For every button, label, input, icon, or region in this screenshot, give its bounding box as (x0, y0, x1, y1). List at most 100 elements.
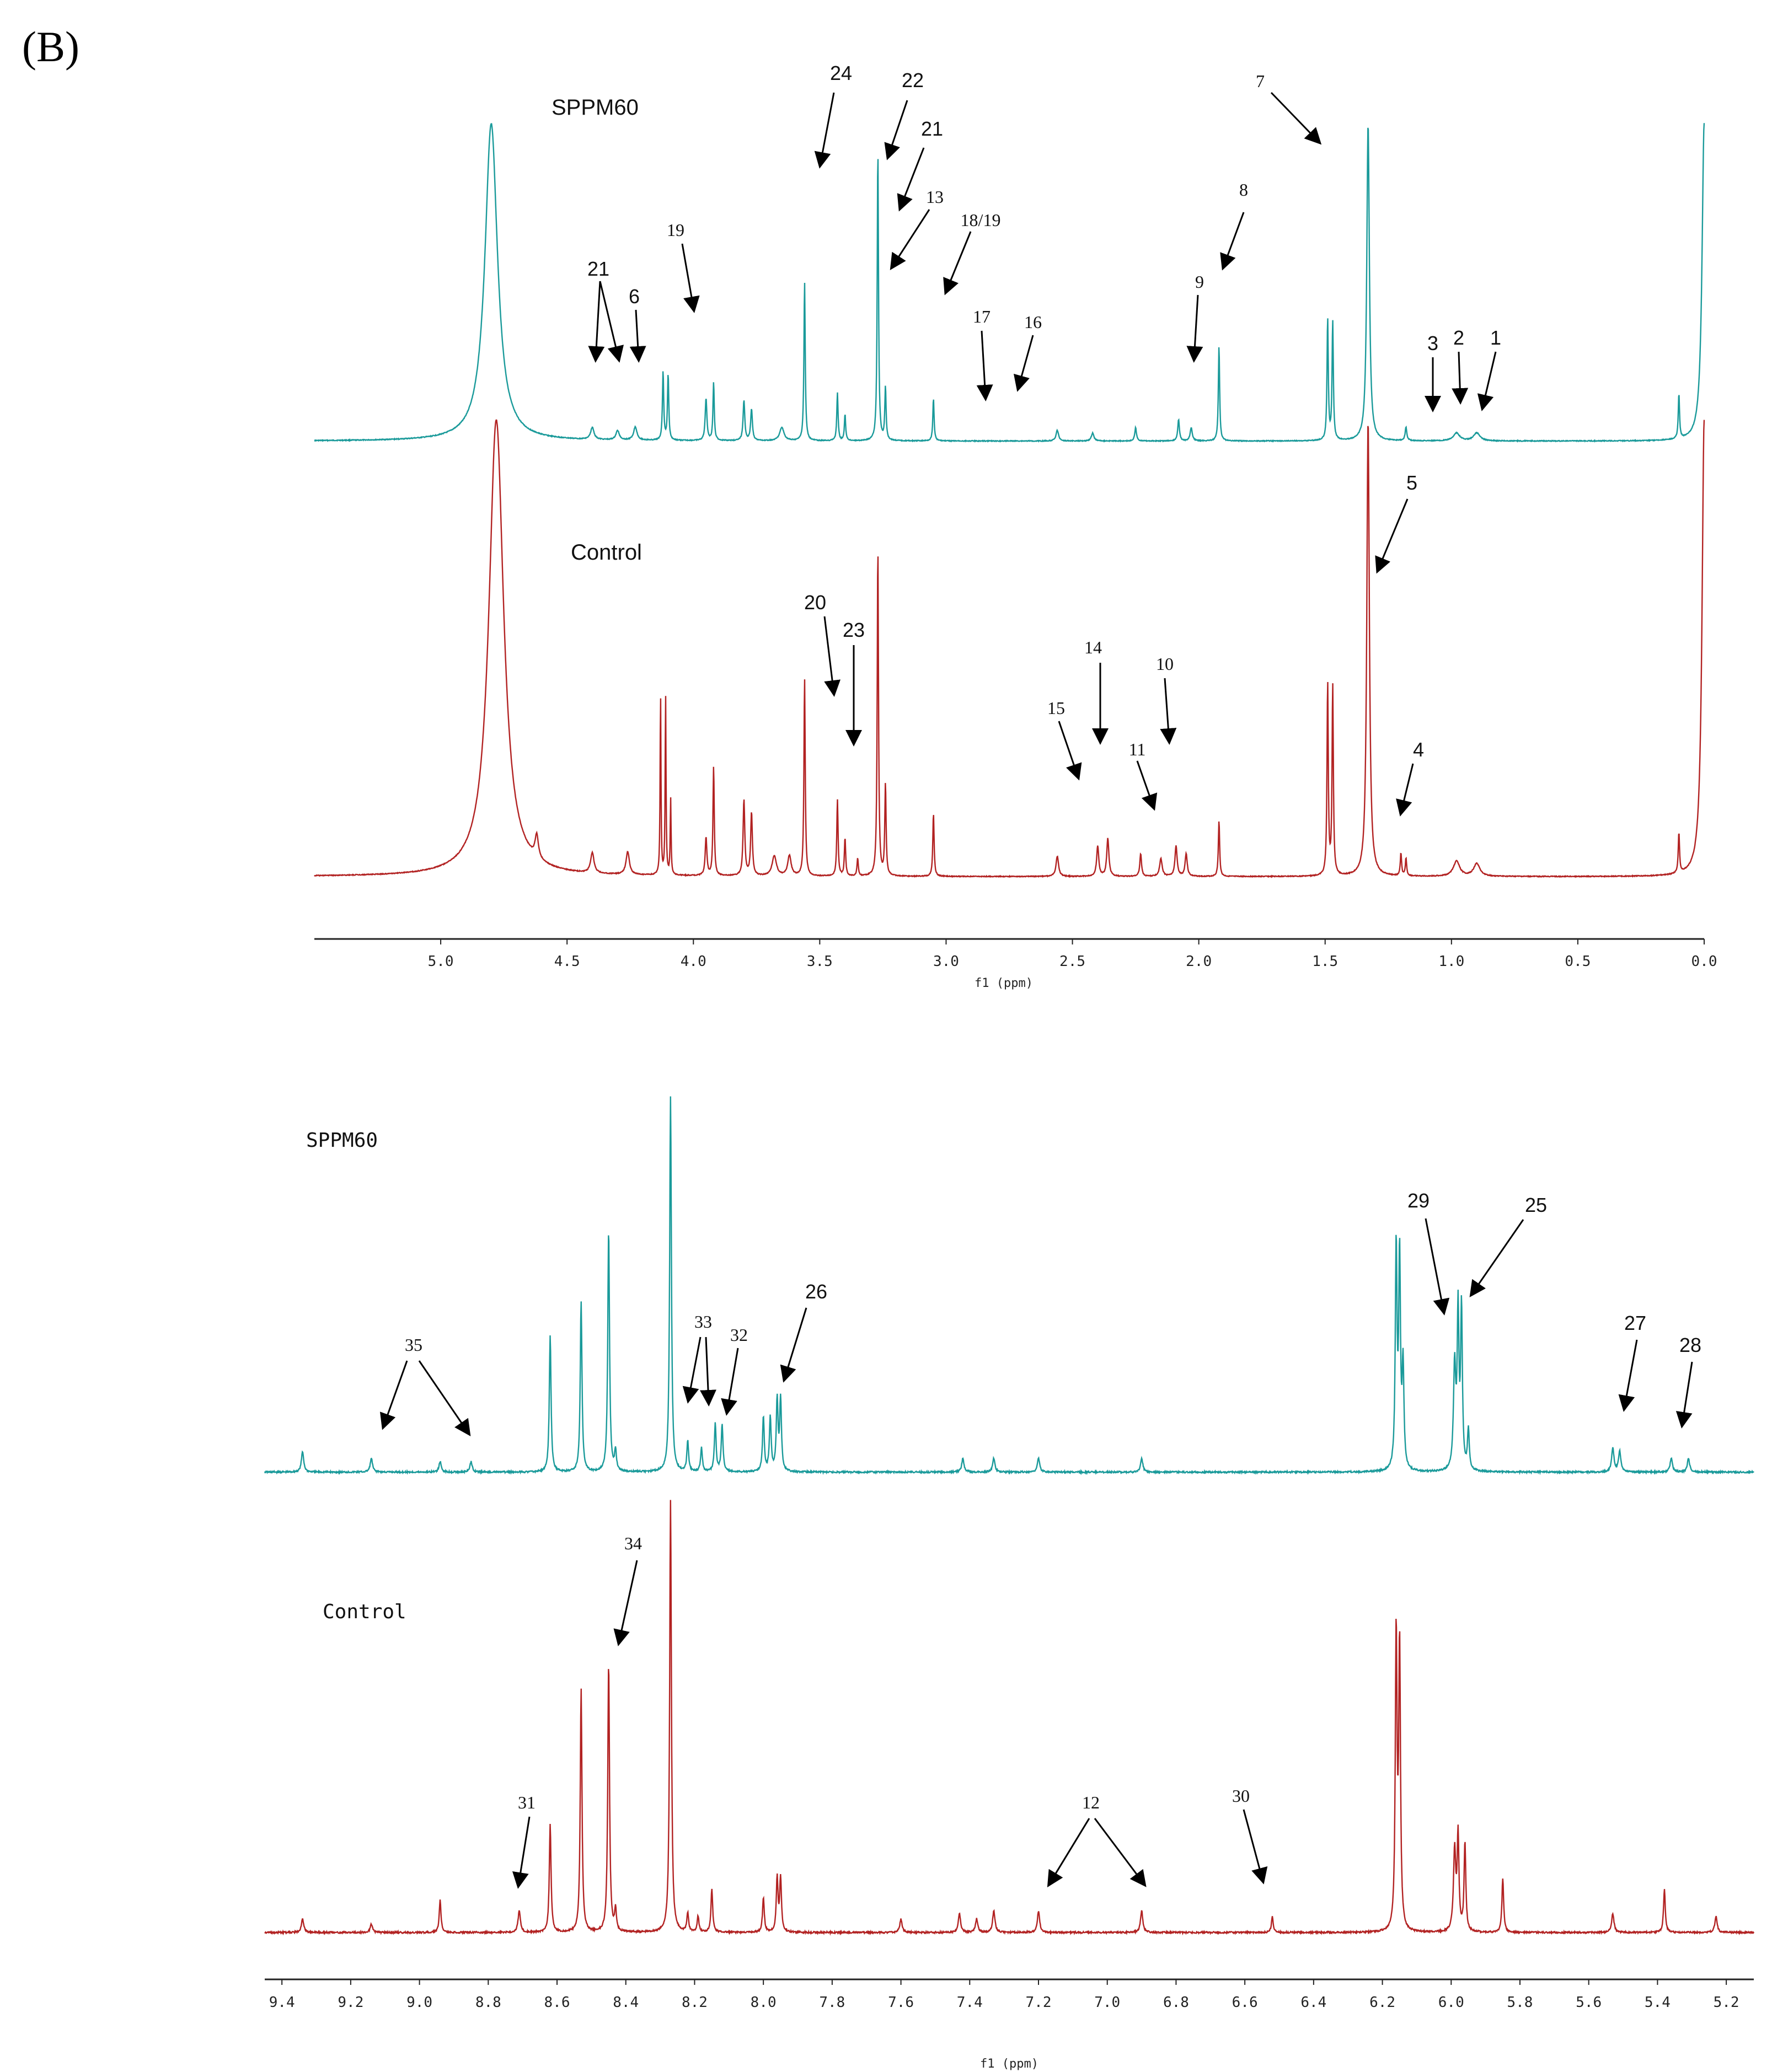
arrow-18-19 (943, 231, 972, 296)
top-x-ticks: 5.0 4.5 4.0 3.5 3.0 2.5 2.0 1.5 1.0 0.5 0.0 (428, 939, 1717, 970)
peak-label-21b: 21 (587, 257, 609, 280)
bottom-series-control (264, 1500, 1755, 1936)
top-series-control (314, 419, 1705, 878)
arrow-16 (1013, 335, 1034, 392)
bottom-tick-label: 6.8 (1163, 1994, 1189, 2011)
bottom-annotation-arrows (379, 1218, 1693, 1889)
peak-label-1: 1 (1490, 326, 1501, 349)
bottom-x-ticks: 9.4 9.2 9.0 8.8 8.6 8.4 8.2 8.0 7.8 7.6 7.4 7.2 7.0 6… (269, 1979, 1739, 2011)
arrow-21b-left (588, 281, 605, 363)
arrow-21b-right (599, 281, 624, 363)
top-tick-label: 1.0 (1438, 953, 1464, 970)
arrow-5 (1375, 498, 1409, 574)
peak-label-16: 16 (1024, 312, 1042, 332)
peak-label-15: 15 (1047, 698, 1065, 718)
arrow-19 (681, 243, 700, 313)
peak-label-18-19: 18/19 (961, 210, 1001, 230)
bottom-series-sppm60 (264, 1096, 1754, 1475)
top-tick-label: 2.0 (1186, 953, 1212, 970)
peak-label-27: 27 (1624, 1312, 1646, 1334)
bottom-tick-label: 7.0 (1094, 1994, 1120, 2011)
peak-label-2: 2 (1453, 326, 1464, 349)
arrow-13 (890, 209, 930, 271)
bottom-tick-label: 5.6 (1576, 1994, 1602, 2011)
peak-label-30: 30 (1232, 1786, 1250, 1806)
top-tick-label: 1.5 (1312, 953, 1338, 970)
peak-label-26: 26 (805, 1280, 827, 1303)
bottom-tick-label: 8.6 (544, 1994, 570, 2011)
peak-label-6: 6 (629, 285, 640, 308)
peak-label-12: 12 (1082, 1792, 1100, 1812)
arrow-32 (721, 1348, 739, 1416)
peak-label-32: 32 (730, 1325, 748, 1345)
peak-label-4: 4 (1413, 738, 1424, 761)
top-tick-label: 4.5 (554, 953, 580, 970)
bottom-tick-label: 5.4 (1645, 1994, 1671, 2011)
top-tick-label: 4.0 (681, 953, 706, 970)
bottom-tick-label: 9.2 (338, 1994, 363, 2011)
peak-label-14: 14 (1084, 637, 1102, 657)
chart-aliphatic-region: 5.0 4.5 4.0 3.5 3.0 2.5 2.0 1.5 1.0 0.5 0.0 f1 (pp… (314, 62, 1717, 990)
arrow-10 (1160, 678, 1177, 745)
peak-label-34: 34 (624, 1533, 642, 1553)
top-tick-label: 3.5 (807, 953, 833, 970)
arrow-4 (1396, 763, 1414, 817)
arrow-15 (1058, 721, 1082, 781)
peak-label-31: 31 (518, 1792, 536, 1812)
arrow-7 (1270, 92, 1322, 145)
bottom-tick-label: 8.4 (613, 1994, 639, 2011)
arrow-33-right (700, 1336, 716, 1407)
arrow-6 (629, 309, 646, 363)
arrow-2 (1452, 351, 1469, 405)
arrow-21a (897, 147, 925, 212)
peak-label-13: 13 (926, 187, 944, 207)
arrow-20 (823, 616, 841, 697)
peak-label-19: 19 (667, 220, 684, 240)
arrow-33-left (682, 1336, 702, 1404)
bottom-spectra (264, 1096, 1755, 1936)
arrow-35-left (379, 1360, 408, 1430)
arrow-11 (1136, 760, 1158, 811)
arrow-9 (1186, 294, 1203, 363)
arrow-28 (1675, 1361, 1693, 1429)
arrow-29 (1425, 1218, 1450, 1316)
peak-label-24: 24 (830, 62, 852, 84)
top-control-label: Control (571, 540, 642, 565)
bottom-tick-label: 5.2 (1714, 1994, 1739, 2011)
peak-label-25: 25 (1525, 1194, 1547, 1216)
peak-label-8: 8 (1239, 180, 1248, 200)
panel-label: (B) (22, 23, 79, 71)
top-spppm60-label: SPPM60 (552, 95, 639, 120)
peak-label-11: 11 (1129, 739, 1146, 759)
peak-label-21a: 21 (921, 117, 943, 140)
peak-label-28: 28 (1679, 1334, 1701, 1356)
chart-aromatic-region: 9.4 9.2 9.0 8.8 8.6 8.4 8.2 8.0 7.8 7.6 7.4 7.2 7.0 6… (264, 1096, 1755, 2071)
bottom-tick-label: 9.0 (406, 1994, 432, 2011)
arrow-26 (780, 1307, 807, 1383)
peak-label-7: 7 (1256, 71, 1265, 91)
peak-label-20: 20 (804, 591, 826, 614)
bottom-tick-label: 6.2 (1369, 1994, 1395, 2011)
bottom-x-axis-title: f1 (ppm) (980, 2057, 1038, 2071)
peak-label-9: 9 (1195, 272, 1204, 292)
bottom-tick-label: 6.0 (1438, 1994, 1464, 2011)
peak-label-35: 35 (405, 1335, 422, 1355)
arrow-12-left (1047, 1818, 1090, 1888)
top-series-sppm60 (314, 123, 1705, 443)
top-tick-label: 0.5 (1565, 953, 1591, 970)
peak-label-33: 33 (694, 1312, 712, 1332)
peak-label-29: 29 (1407, 1189, 1430, 1212)
bottom-tick-label: 6.6 (1232, 1994, 1258, 2011)
peak-label-22: 22 (902, 69, 924, 92)
bottom-tick-label: 7.6 (888, 1994, 914, 2011)
bottom-tick-label: 8.2 (682, 1994, 708, 2011)
bottom-tick-label: 6.4 (1300, 1994, 1326, 2011)
bottom-tick-label: 7.4 (957, 1994, 983, 2011)
top-tick-label: 0.0 (1691, 953, 1717, 970)
arrow-24 (814, 92, 835, 169)
arrow-27 (1618, 1339, 1638, 1412)
bottom-spppm60-label: SPPM60 (306, 1129, 378, 1152)
top-tick-label: 5.0 (428, 953, 454, 970)
arrow-1 (1477, 351, 1497, 411)
